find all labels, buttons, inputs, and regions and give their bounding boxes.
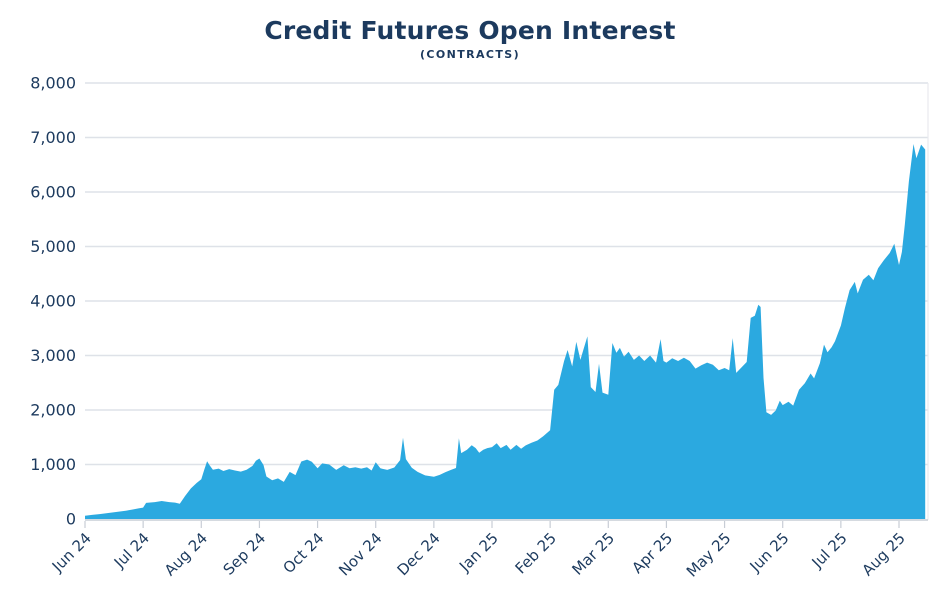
x-axis-tick-label: Apr 25	[628, 529, 676, 577]
y-axis-tick-label: 0	[66, 510, 76, 529]
x-axis-tick-label: Jun 25	[746, 529, 793, 576]
y-axis-tick-label: 7,000	[30, 128, 76, 147]
y-axis-tick-label: 2,000	[30, 401, 76, 420]
x-axis-tick-label: Feb 25	[512, 529, 560, 577]
x-axis-tick-label: Mar 25	[569, 529, 619, 579]
y-axis-tick-label: 8,000	[30, 74, 76, 93]
chart-subtitle: (CONTRACTS)	[419, 48, 521, 61]
x-axis-tick-label: Jan 25	[455, 529, 502, 576]
chart-title: Credit Futures Open Interest	[264, 16, 676, 45]
y-axis-tick-label: 3,000	[30, 346, 76, 365]
x-axis-tick-label: Aug 25	[859, 529, 909, 579]
y-axis-tick-label: 6,000	[30, 183, 76, 202]
x-axis-tick-label: May 25	[683, 529, 735, 581]
x-axis-tick-label: Jun 24	[48, 529, 95, 576]
area-series	[85, 144, 926, 519]
y-axis-tick-label: 1,000	[30, 455, 76, 474]
x-axis-tick-label: Oct 24	[279, 529, 327, 577]
x-axis-tick-label: Nov 24	[335, 529, 385, 579]
x-axis-tick-label: Jul 24	[110, 529, 153, 572]
y-axis-tick-label: 5,000	[30, 237, 76, 256]
y-axis-tick-label: 4,000	[30, 292, 76, 311]
x-axis-tick-label: Jul 25	[808, 529, 851, 572]
x-axis-tick-label: Aug 24	[161, 529, 211, 579]
x-axis-tick-label: Sep 24	[220, 529, 270, 579]
x-axis-tick-label: Dec 24	[394, 529, 444, 579]
